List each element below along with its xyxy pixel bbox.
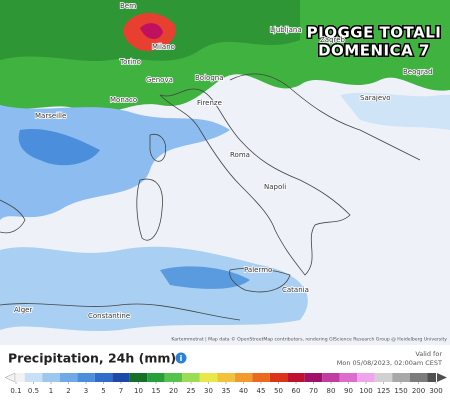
city-label: Alger [14,306,32,314]
colorbar-tick-label: 40 [239,387,248,395]
colorbar-segment [42,373,60,382]
colorbar-segment [339,373,358,382]
colorbar-tick-label: 50 [274,387,283,395]
map-title: PIOGGE TOTALI [307,24,442,42]
colorbar-segment [357,373,375,382]
colorbar-tick-label: 0.1 [10,387,21,395]
city-label: Marseille [35,112,66,120]
colorbar-tick-label: 20 [169,387,178,395]
city-label: Torino [119,58,141,66]
colorbar-arrow [4,372,16,383]
colorbar-tick-label: 10 [134,387,143,395]
colorbar-segment [234,373,253,382]
colorbar-tick-label: 1 [49,387,53,395]
colorbar-segment [217,373,235,382]
legend-panel [0,345,450,400]
colorbar-segment [182,373,200,382]
city-label: Milano [152,43,175,51]
colorbar-tick-label: 70 [309,387,318,395]
city-label: Beograd [403,68,432,76]
city-label: Napoli [264,183,286,191]
colorbar-tick-label: 90 [344,387,353,395]
colorbar-tick-label: 150 [394,387,407,395]
colorbar-tick-label: 7 [119,387,123,395]
city-label: Bologna [195,74,223,82]
city-label: Constantine [88,312,130,320]
rain-area [340,92,450,130]
colorbar-tick-label: 35 [222,387,231,395]
colorbar-segment [129,373,148,382]
city-label: Bern [120,2,136,10]
colorbar-segment [199,373,218,382]
legend-title: Precipitation, 24h (mm) [8,351,176,366]
colorbar-tick-label: 100 [359,387,372,395]
colorbar-arrow [437,373,447,382]
rain-area [18,129,101,166]
city-label: Roma [230,151,250,159]
valid-time: Mon 05/08/2023, 02:00am CEST [337,359,442,367]
colorbar-segment [112,373,130,382]
city-label: Genova [146,76,173,84]
info-icon-glyph: i [180,354,183,363]
colorbar-segment [374,373,393,382]
colorbar-tick-label: 30 [204,387,213,395]
colorbar-segment [269,373,288,382]
rain-area [160,266,250,289]
colorbar-tick-label: 5 [101,387,105,395]
city-label: Palermo [244,266,272,274]
city-label: Ljubljana [270,26,302,34]
city-label: Zagreb [320,36,346,44]
colorbar-segment [322,373,340,382]
city-labels: Bern Milano Torino Genova Bologna Firenz… [13,1,433,321]
attribution: Kartemmetrat | Map data © OpenStreetMap … [171,336,447,343]
city-label: Sarajevo [360,94,391,102]
colorbar-segment [164,373,183,382]
colorbar-segment [16,373,25,382]
map [0,0,450,345]
colorbar-tick-label: 80 [327,387,336,395]
colorbar-segment [147,373,165,382]
colorbar-segment [287,373,305,382]
rain-area [140,23,163,40]
colorbar: 0.1 0.5 1 2 3 5 7 10 15 20 25 30 35 40 45 50 60 70 80 90 100… [4,372,447,395]
colorbar-segment [304,373,323,382]
colorbar-segment [94,373,113,382]
colorbar-segment [59,373,78,382]
map-title: DOMENICA 7 [318,42,430,60]
colorbar-tick-label: 60 [292,387,301,395]
colorbar-tick-label: 3 [84,387,88,395]
colorbar-tick-label: 125 [377,387,390,395]
coastlines [0,73,421,321]
colorbar-segment [24,373,43,382]
colorbar-tick-label: 0.5 [28,387,39,395]
city-label: Monaco [110,96,137,104]
info-icon[interactable]: i [175,352,187,364]
colorbar-segment [252,373,270,382]
city-label: Catania [282,286,309,294]
colorbar-tick-label: 200 [412,387,425,395]
colorbar-tick-label: 15 [152,387,161,395]
rain-area [0,246,308,332]
info-icon[interactable] [175,352,187,364]
colorbar-segment [77,373,95,382]
colorbar-tick-label: 300 [429,387,442,395]
city-label: Firenze [197,99,222,107]
colorbar-segment [409,373,428,382]
colorbar-tick-label: 45 [257,387,266,395]
colorbar-tick-label: 25 [187,387,196,395]
colorbar-segment [427,373,436,382]
valid-label: Valid for [415,350,442,358]
colorbar-segment [392,373,410,382]
colorbar-tick-label: 2 [66,387,70,395]
